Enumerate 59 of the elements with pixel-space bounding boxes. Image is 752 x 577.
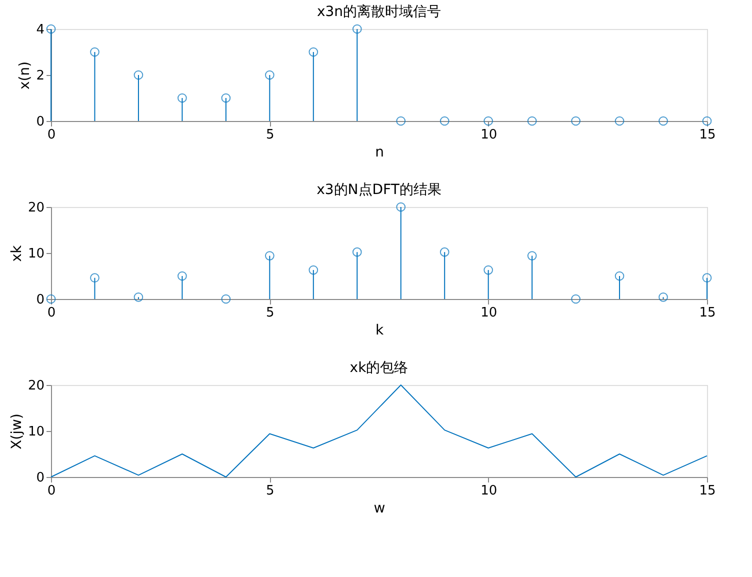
chart-title: xk的包络 (350, 360, 408, 376)
point (527, 116, 537, 126)
point (221, 294, 231, 304)
x-tick-label: 5 (266, 128, 274, 142)
point (90, 273, 100, 283)
y-axis-title: x(n) (17, 61, 34, 90)
x-axis-title: w (374, 500, 386, 516)
point (221, 93, 231, 103)
y-tick-label: 4 (36, 22, 44, 38)
y-axis-title: xk (8, 244, 25, 262)
x-axis-title: k (375, 322, 384, 338)
point (440, 247, 450, 257)
point (308, 265, 318, 275)
x-tick-label: 0 (47, 128, 56, 142)
chart-title: x3n的离散时域信号 (316, 4, 442, 20)
y-tick-label: 0 (36, 114, 44, 130)
point (352, 247, 362, 257)
x-axis-title: n (375, 144, 384, 160)
x-tick-label: 5 (266, 306, 274, 320)
x-tick-label: 10 (480, 128, 498, 142)
y-tick-label: 10 (28, 246, 44, 262)
point (571, 116, 580, 126)
point (396, 116, 406, 126)
y-tick-label: 2 (36, 68, 44, 84)
chart-title: x3的N点DFT的结果 (316, 182, 442, 198)
y-tick-label: 0 (36, 470, 44, 486)
x-tick-label: 5 (266, 484, 274, 498)
point (134, 70, 144, 80)
point (484, 116, 494, 126)
y-tick-label: 20 (28, 378, 44, 394)
x-tick-label: 0 (47, 484, 56, 498)
point (264, 251, 274, 260)
point (658, 292, 668, 302)
y-tick-label: 20 (28, 200, 44, 216)
x-tick-label: 15 (699, 484, 716, 498)
x-tick-label: 10 (480, 484, 498, 498)
point (440, 116, 450, 126)
point (178, 271, 187, 281)
point (308, 47, 318, 57)
x-tick-label: 10 (480, 306, 498, 320)
y-tick-label: 10 (28, 424, 44, 440)
point (614, 116, 624, 126)
point (614, 271, 624, 281)
point (352, 24, 362, 34)
x-tick-label: 0 (47, 306, 56, 320)
x-tick-label: 15 (699, 128, 716, 142)
point (134, 292, 144, 302)
y-axis-title: X(jw) (8, 414, 25, 450)
point (527, 251, 537, 260)
point (702, 273, 712, 283)
point (396, 202, 406, 212)
point (658, 116, 668, 126)
x-tick-label: 15 (699, 306, 716, 320)
point (178, 93, 187, 103)
point (264, 70, 274, 80)
point (484, 265, 494, 275)
point (90, 47, 100, 57)
point (571, 294, 580, 304)
y-tick-label: 0 (36, 292, 44, 308)
